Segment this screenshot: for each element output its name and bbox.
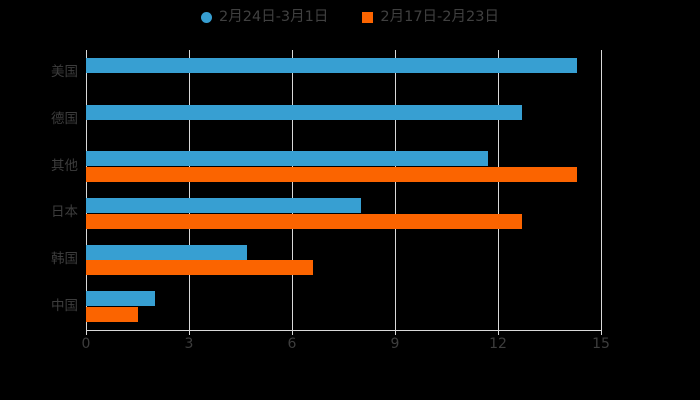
plot-area	[86, 50, 602, 330]
bar-series-a[interactable]	[86, 198, 361, 213]
y-axis-label-0: 美国	[51, 64, 78, 81]
y-axis-label-3: 日本	[51, 204, 78, 221]
x-tick-mark	[601, 330, 602, 335]
bar-group-row	[86, 97, 601, 144]
x-tick-mark	[189, 330, 190, 335]
gridline	[189, 50, 190, 330]
y-axis-label-5: 中国	[51, 297, 78, 314]
bar-group-row	[86, 283, 601, 330]
x-tick-label-1: 3	[184, 336, 194, 352]
gridline	[395, 50, 396, 330]
x-tick-label-5: 15	[592, 336, 610, 352]
gridline	[86, 50, 87, 330]
bar-series-b[interactable]	[86, 213, 523, 229]
x-tick-label-2: 6	[287, 336, 297, 352]
x-tick-mark	[498, 330, 499, 335]
gridline	[498, 50, 499, 330]
x-tick-mark	[292, 330, 293, 335]
bar-series-a[interactable]	[86, 104, 523, 120]
bar-series-a[interactable]	[86, 151, 488, 167]
x-axis-line	[86, 330, 602, 331]
y-axis-category-labels: 美国德国其他日本韩国中国	[0, 50, 78, 330]
chart-legend: 2月24日-3月1日 2月17日-2月23日	[0, 4, 700, 30]
legend-item-series-a[interactable]: 2月24日-3月1日	[201, 10, 328, 25]
x-tick-label-4: 12	[489, 336, 507, 352]
gridline	[292, 50, 293, 330]
legend-label-series-a: 2月24日-3月1日	[219, 8, 329, 25]
legend-square-marker-icon	[362, 11, 374, 23]
y-axis-label-4: 韩国	[51, 251, 78, 267]
bar-group-row	[86, 50, 601, 97]
x-tick-label-3: 9	[390, 336, 400, 352]
legend-label-series-b: 2月17日-2月23日	[380, 8, 499, 25]
bar-group-row	[86, 237, 601, 284]
legend-circle-marker-icon	[201, 11, 213, 23]
bar-series-b[interactable]	[86, 166, 577, 182]
x-tick-mark	[86, 330, 87, 335]
bar-series-b[interactable]	[86, 306, 138, 322]
bar-group-row	[86, 143, 601, 190]
gridline	[601, 50, 602, 330]
x-tick-label-0: 0	[81, 336, 91, 352]
x-tick-mark	[395, 330, 396, 335]
y-axis-label-2: 其他	[51, 157, 78, 174]
bar-group-row	[86, 190, 601, 237]
y-axis-label-1: 德国	[51, 111, 78, 127]
bar-series-a[interactable]	[86, 244, 248, 260]
bar-series-a[interactable]	[86, 58, 577, 73]
legend-item-series-b[interactable]: 2月17日-2月23日	[362, 10, 499, 25]
bar-series-a[interactable]	[86, 291, 155, 307]
bar-series-b[interactable]	[86, 260, 313, 276]
